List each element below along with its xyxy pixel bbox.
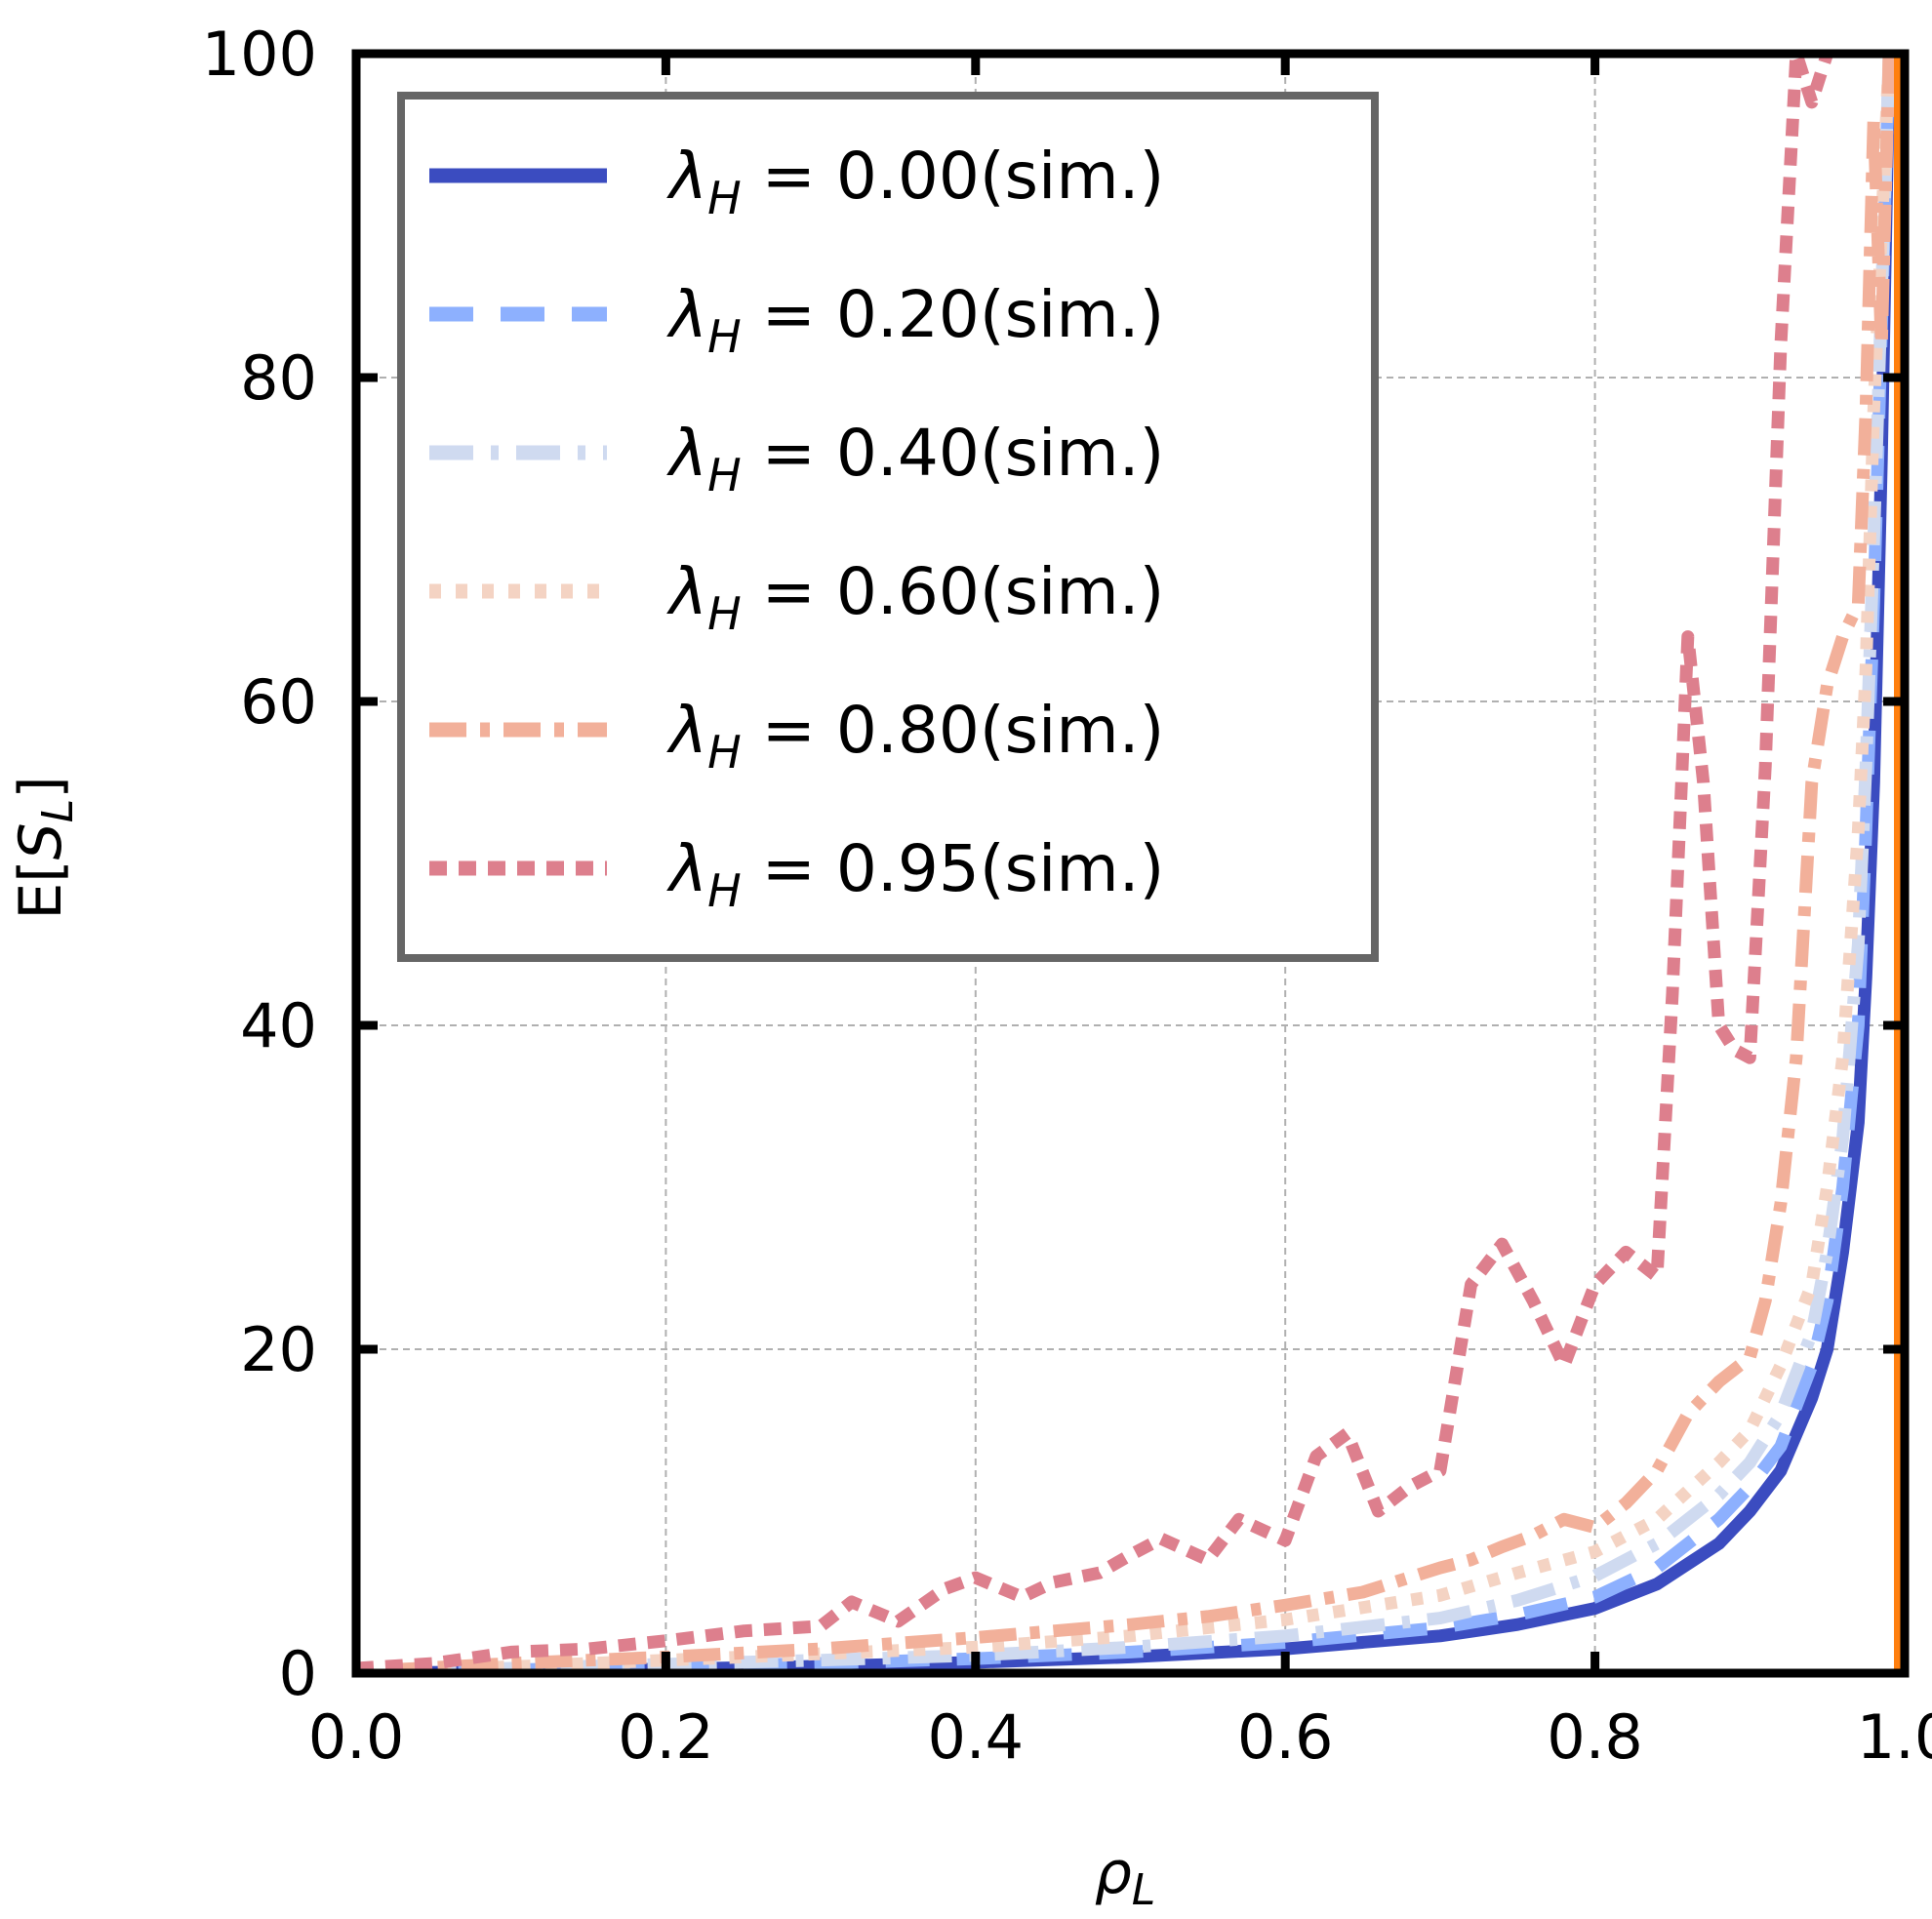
y-axis-label: E[SL] (7, 776, 83, 919)
series-layer (356, 54, 1896, 1673)
series-line-3 (386, 54, 1896, 1673)
legend-box (397, 92, 1379, 962)
x-axis-label: ρL (1095, 1839, 1156, 1915)
x-tick-label: 0.0 (308, 1701, 405, 1773)
legend-label-2: λH = 0.40(sim.) (666, 416, 1164, 501)
y-tick-label: 0 (279, 1638, 317, 1709)
plot-frame (351, 49, 1910, 1678)
y-tick-label: 40 (240, 990, 317, 1061)
y-tick-label: 20 (240, 1314, 317, 1385)
y-tick-label: 80 (240, 342, 317, 414)
x-tick-label: 0.4 (927, 1701, 1024, 1773)
y-tick-label: 60 (240, 666, 317, 738)
x-tick-label: 1.0 (1857, 1701, 1932, 1773)
x-tick-label: 0.2 (618, 1701, 714, 1773)
legend-label-0: λH = 0.00(sim.) (666, 139, 1164, 224)
legend: λH = 0.00(sim.) λH = 0.20(sim.) λH = 0.40(… (397, 92, 1379, 962)
axis-ticks: 0.0 0.2 0.4 0.6 0.8 1.0 0 20 40 60 80 100 (202, 19, 1932, 1773)
series-line-5 (356, 54, 1833, 1673)
legend-label-4: λH = 0.80(sim.) (666, 693, 1164, 779)
series-line-4 (386, 54, 1896, 1673)
legend-label-3: λH = 0.60(sim.) (666, 554, 1164, 640)
y-tick-label: 100 (202, 19, 317, 90)
legend-label-1: λH = 0.20(sim.) (666, 277, 1164, 363)
x-tick-label: 0.6 (1237, 1701, 1334, 1773)
x-tick-label: 0.8 (1547, 1701, 1643, 1773)
legend-label-5: λH = 0.95(sim.) (666, 831, 1164, 917)
